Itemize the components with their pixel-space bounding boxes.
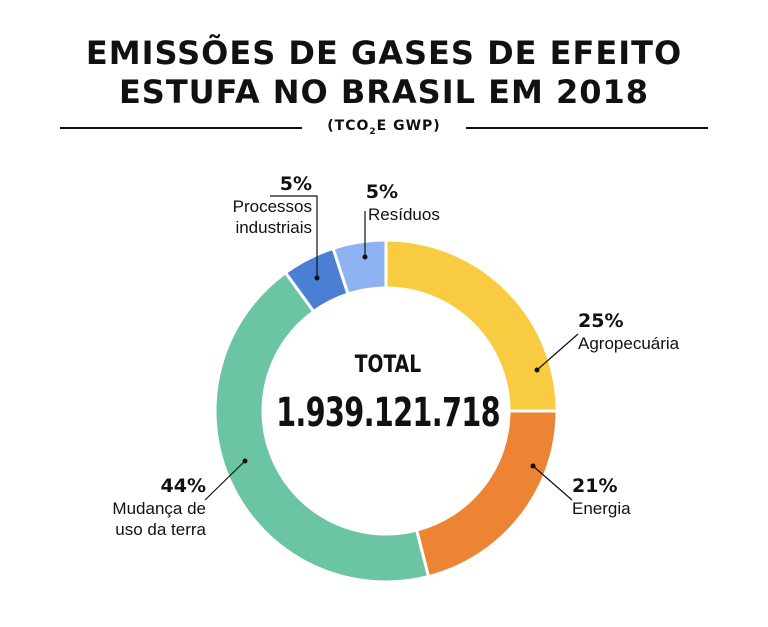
unit-suffix: E GWP) (376, 118, 441, 134)
chart-title: EMISSÕES DE GASES DE EFEITO ESTUFA NO BR… (0, 34, 768, 112)
label-energia-pct: 21% (572, 475, 618, 497)
label-residuos-name: Resíduos (368, 205, 440, 224)
slice-agropecuaria (384, 238, 559, 413)
leader-dot-residuos (362, 254, 368, 260)
label-mudanca-line-2: uso da terra (115, 520, 206, 539)
label-agro-pct: 25% (578, 310, 624, 332)
label-residuos: 5% Resíduos (300, 180, 440, 225)
slice-mudanca-uso-terra (213, 270, 431, 584)
slice-residuos (331, 238, 388, 296)
label-mudanca: 44% Mudança de uso da terra (82, 474, 206, 540)
chart-title-line-2: ESTUFA NO BRASIL EM 2018 (118, 73, 650, 111)
label-residuos-pct: 5% (365, 181, 398, 203)
total-value: 1.939.121.718 (276, 390, 501, 436)
total-label: TOTAL (354, 350, 422, 378)
leader-line-mudanca (204, 460, 246, 501)
label-processos-pct: 5% (279, 173, 312, 195)
label-energia-name: Energia (572, 499, 631, 518)
donut-slices (213, 238, 559, 584)
leader-line-energia (532, 465, 573, 501)
label-processos-line-2: industriais (235, 218, 312, 237)
label-mudanca-pct: 44% (160, 475, 206, 497)
label-mudanca-line-1: Mudança de (112, 499, 206, 518)
label-processos-line-1: Processos (232, 197, 312, 216)
leader-dot-agro (534, 367, 540, 373)
leader-dot-processos (314, 275, 320, 281)
title-divider-right (466, 127, 708, 129)
leader-line-agro (536, 333, 579, 371)
leader-line-processos (270, 195, 318, 278)
unit-label: (TCO2E GWP) (302, 118, 466, 137)
label-processos: 5% Processos industriais (196, 172, 312, 238)
title-divider-left (60, 127, 302, 129)
label-agro-name: Agropecuária (578, 334, 680, 353)
label-energia: 21% Energia (572, 474, 692, 519)
unit-prefix: (TCO (327, 118, 370, 134)
leader-lines (204, 195, 579, 501)
leader-dot-mudanca (242, 458, 248, 464)
label-agro: 25% Agropecuária (578, 309, 728, 354)
chart-title-line-1: EMISSÕES DE GASES DE EFEITO (85, 34, 683, 72)
leader-dot-energia (530, 463, 536, 469)
unit-subscript: 2 (369, 126, 377, 137)
